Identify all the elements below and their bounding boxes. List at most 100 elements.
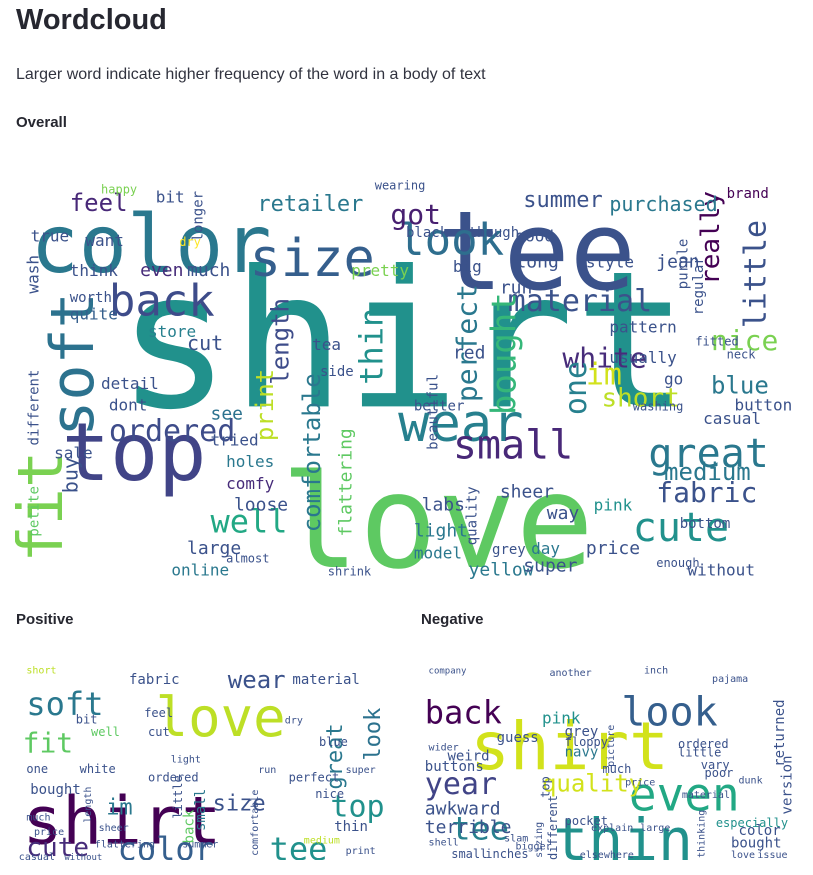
negative-word-weird: weird [447, 749, 489, 765]
overall-word-shirt: shirt [117, 230, 689, 451]
overall-word-comfy: comfy [226, 474, 275, 493]
overall-word-buy: buy [59, 457, 83, 493]
overall-word-tee: tee [437, 187, 636, 315]
negative-word-guess: guess [497, 730, 539, 746]
overall-word-cut: cut [187, 331, 223, 355]
overall-word-run: run [500, 278, 533, 299]
negative-word-company: company [429, 667, 468, 677]
overall-word-true: true [31, 226, 70, 245]
overall-word-medium: medium [664, 458, 751, 486]
overall-word-flattering: flattering [335, 428, 356, 536]
positive-word-material: material [292, 672, 359, 688]
overall-word-got: got [390, 198, 441, 231]
overall-word-soft: soft [38, 292, 108, 437]
overall-word-shrink: shrink [328, 565, 372, 579]
overall-word-good: good [515, 226, 554, 245]
positive-word-well: well [91, 725, 120, 739]
overall-word-length: length [267, 298, 295, 385]
overall-word-without: without [688, 561, 755, 580]
overall-word-worth: worth [70, 290, 112, 306]
overall-word-color: color [31, 198, 272, 291]
overall-word-little: little [739, 220, 774, 328]
positive-word-run: run [258, 765, 276, 776]
negative-word-inches: inches [485, 847, 528, 860]
overall-word-dont: dont [109, 396, 148, 415]
overall-word-longer: longer [191, 191, 207, 242]
positive-word-thin: thin [334, 819, 368, 835]
overall-word-sheer: sheer [500, 482, 554, 503]
overall-word-long: long [515, 252, 558, 273]
overall-word-wash: wash [23, 255, 42, 294]
negative-word-love: love [731, 850, 755, 860]
overall-word-usually: usually [609, 348, 677, 367]
overall-word-white: white [562, 341, 646, 374]
overall-word-one: one [559, 361, 594, 415]
overall-word-bought: bought [484, 292, 524, 415]
overall-word-retailer: retailer [257, 192, 363, 217]
overall-word-way: way [547, 503, 580, 524]
negative-heading: Negative [421, 611, 484, 628]
overall-word-much: much [187, 260, 230, 281]
positive-word-blue: blue [319, 735, 348, 749]
negative-word-tee: tee [451, 809, 509, 847]
overall-word-fabric: fabric [656, 476, 757, 509]
positive-word-size: size [213, 791, 266, 816]
positive-word-medium: medium [304, 835, 340, 846]
overall-word-online: online [171, 561, 229, 580]
negative-word-buttons: buttons [425, 759, 484, 775]
negative-word-bigger: bigger [516, 842, 552, 853]
page-title: Wordcloud [16, 4, 167, 36]
overall-word-dry: dry [179, 235, 201, 249]
negative-word-pink: pink [542, 708, 581, 727]
overall-word-wearing: wearing [375, 178, 426, 192]
overall-word-feel: feel [70, 189, 128, 217]
overall-word-price: price [586, 538, 640, 559]
negative-word-price: price [625, 777, 655, 788]
overall-word-wear: wear [398, 394, 523, 454]
overall-heading: Overall [16, 114, 67, 131]
overall-word-red: red [453, 343, 486, 364]
overall-word-small: small [453, 422, 573, 468]
overall-word-pink: pink [594, 496, 633, 515]
overall-word-comfortable: comfortable [298, 373, 326, 532]
overall-word-neck: neck [727, 348, 757, 362]
negative-word-quality: quality [542, 770, 643, 798]
overall-word-summer: summer [523, 188, 602, 213]
negative-word-grey: grey [565, 724, 599, 740]
overall-word-ordered: ordered [109, 414, 235, 449]
overall-word-big: big [453, 257, 482, 276]
positive-word-one: one [26, 762, 48, 776]
negative-word-different: different [546, 795, 560, 860]
negative-word-back: back [425, 693, 502, 731]
overall-word-though: though [469, 225, 520, 241]
negative-word-color: color [739, 823, 781, 839]
overall-word-purple: purple [676, 239, 692, 290]
overall-word-beautiful: beautiful [425, 374, 441, 450]
overall-word-casual: casual [703, 409, 761, 428]
overall-word-quite: quite [70, 305, 118, 324]
overall-word-thin: thin [353, 308, 391, 385]
positive-word-bought: bought [30, 782, 81, 798]
overall-word-labs: labs [422, 495, 465, 516]
overall-word-see: see [211, 403, 244, 424]
positive-word-dry: dry [285, 715, 303, 726]
negative-word-shell: shell [429, 838, 459, 849]
negative-word-vary: vary [701, 758, 730, 772]
overall-word-brand: brand [727, 186, 769, 202]
negative-word-floppy: floppy [565, 735, 608, 749]
overall-word-side: side [320, 364, 354, 380]
positive-word-light: light [171, 755, 201, 766]
overall-word-store: store [148, 322, 196, 341]
positive-word-short: short [26, 666, 56, 677]
overall-word-fit: fit [15, 451, 77, 563]
overall-word-holes: holes [226, 452, 274, 471]
positive-word-shirt: shirt [23, 782, 222, 859]
negative-word-thinking: thinking [697, 810, 708, 858]
overall-word-almost: almost [226, 552, 269, 566]
overall-word-day: day [531, 539, 560, 558]
overall-word-bottom: bottom [680, 516, 731, 532]
negative-word-large: large [640, 823, 670, 834]
positive-word-casual: casual [19, 852, 55, 860]
overall-word-go: go [664, 370, 683, 389]
overall-word-light: light [414, 521, 468, 542]
